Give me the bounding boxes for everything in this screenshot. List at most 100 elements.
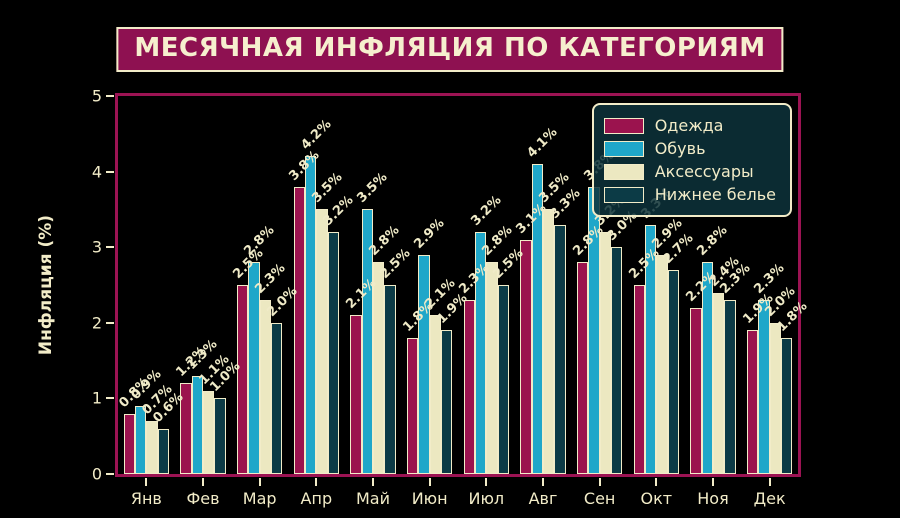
legend-swatch <box>603 163 644 180</box>
x-tick-label: Авг <box>528 489 558 508</box>
x-tick-label: Май <box>355 489 391 508</box>
bar-Аксессуары-Ноя <box>713 292 725 474</box>
bar-value-label: 2.8% <box>694 223 731 260</box>
bar-Нижнее белье-Окт <box>667 269 679 474</box>
x-tick-mark <box>598 478 601 486</box>
bar-Одежда-Июн <box>407 337 419 474</box>
bar-Обувь-Авг <box>531 164 543 474</box>
bar-Обувь-Июн <box>418 254 430 474</box>
legend: Одежда Обувь Аксессуары Нижнее белье <box>591 103 792 217</box>
bar-Аксессуары-Фев <box>203 390 215 474</box>
y-tick-mark <box>106 95 114 97</box>
bar-Одежда-Май <box>350 315 362 474</box>
bar-Аксессуары-Июн <box>429 315 441 474</box>
y-tick-label: 4 <box>91 162 102 182</box>
legend-item-Аксессуары: Аксессуары <box>603 162 776 181</box>
bar-value-label: 3.2% <box>468 192 505 230</box>
bar-Аксессуары-Апр <box>316 209 328 474</box>
legend-item-Обувь: Обувь <box>603 139 776 158</box>
bar-Одежда-Фев <box>180 383 192 474</box>
bars-layer: 0.8% 1.2% 2.5% 3.8% 2.1% 1.8% 2.3% 3.1% 2.8% 2.5%… <box>117 96 810 474</box>
bar-Обувь-Мар <box>248 262 260 474</box>
bar-Нижнее белье-Ноя <box>724 300 736 474</box>
bar-Аксессуары-Окт <box>656 254 668 474</box>
x-tick-label: Мар <box>242 489 277 508</box>
bar-Одежда-Окт <box>633 285 645 474</box>
plot-area: 0.8% 1.2% 2.5% 3.8% 2.1% 1.8% 2.3% 3.1% 2.8% 2.5%… <box>92 87 810 509</box>
bar-Одежда-Июл <box>463 300 475 474</box>
bar-Обувь-Фев <box>191 375 203 474</box>
x-tick-mark <box>372 478 374 486</box>
legend-item-Одежда: Одежда <box>603 116 776 135</box>
bar-Аксессуары-Мар <box>259 300 271 474</box>
bar-value-label: 4.2% <box>298 117 335 154</box>
bar-Нижнее белье-Июл <box>497 285 509 474</box>
x-tick-label: Сен <box>583 489 616 508</box>
bar-Аксессуары-Сен <box>599 232 611 474</box>
x-tick-mark <box>768 478 771 486</box>
x-tick-label: Фев <box>186 489 220 508</box>
bar-Одежда-Ноя <box>690 307 702 474</box>
x-tick-mark <box>542 478 544 486</box>
y-axis-title: Инфляция (%) <box>36 214 56 356</box>
bar-Одежда-Дек <box>747 330 759 474</box>
x-tick-mark <box>655 478 658 486</box>
bar-Нижнее белье-Фев <box>214 398 226 474</box>
bar-Нижнее белье-Сен <box>611 247 623 474</box>
x-tick-label: Окт <box>640 489 673 508</box>
bar-value-label: 4.1% <box>524 124 561 162</box>
x-tick-mark <box>712 478 714 486</box>
bar-Нижнее белье-Май <box>384 285 396 474</box>
bar-Нижнее белье-Мар <box>271 322 283 474</box>
x-tick-label: Апр <box>300 489 333 508</box>
bar-Обувь-Ноя <box>701 262 713 474</box>
bar-value-label: 2.9% <box>411 215 448 252</box>
x-tick-mark <box>315 478 318 486</box>
x-tick-mark <box>485 478 488 486</box>
bar-Нижнее белье-Июн <box>441 330 453 474</box>
x-tick-label: Янв <box>130 489 162 508</box>
legend-swatch <box>603 140 644 157</box>
bar-Обувь-Май <box>361 209 373 474</box>
chart-title-box: МЕСЯЧНАЯ ИНФЛЯЦИЯ ПО КАТЕГОРИЯМ <box>116 27 784 72</box>
bar-Обувь-Дек <box>758 300 770 474</box>
bar-Аксессуары-Май <box>373 262 385 474</box>
bar-Одежда-Янв <box>123 413 135 474</box>
legend-label: Аксессуары <box>654 162 754 181</box>
x-tick-mark <box>202 478 204 486</box>
y-tick-label: 2 <box>91 313 102 333</box>
bar-Обувь-Июл <box>475 232 487 474</box>
bar-Аксессуары-Дек <box>769 322 781 474</box>
bar-Аксессуары-Июл <box>486 262 498 474</box>
y-tick-label: 5 <box>91 86 102 106</box>
bar-Одежда-Мар <box>237 285 249 474</box>
y-tick-label: 0 <box>91 464 102 484</box>
y-tick-label: 1 <box>91 388 102 408</box>
y-tick-mark <box>106 473 114 475</box>
bar-Одежда-Апр <box>293 186 305 474</box>
legend-label: Одежда <box>654 116 724 135</box>
bar-Аксессуары-Авг <box>543 209 555 474</box>
bar-Обувь-Окт <box>645 224 657 474</box>
bar-Аксессуары-Янв <box>146 421 158 474</box>
legend-item-Нижнее белье: Нижнее белье <box>603 185 776 204</box>
bar-Одежда-Авг <box>520 239 532 474</box>
x-tick-mark <box>145 478 148 486</box>
legend-swatch <box>603 117 644 134</box>
bar-Нижнее белье-Авг <box>554 224 566 474</box>
y-tick-mark <box>106 321 114 324</box>
plot-inner: 0.8% 1.2% 2.5% 3.8% 2.1% 1.8% 2.3% 3.1% 2.8% 2.5%… <box>92 87 810 509</box>
x-tick-mark <box>258 478 261 486</box>
y-tick-mark <box>106 246 114 249</box>
legend-label: Обувь <box>654 139 706 158</box>
x-tick-mark <box>428 478 431 486</box>
x-tick-label: Июн <box>411 489 448 508</box>
legend-swatch <box>603 186 644 203</box>
y-tick-mark <box>106 170 114 173</box>
bar-Одежда-Сен <box>577 262 589 474</box>
chart-title: МЕСЯЧНАЯ ИНФЛЯЦИЯ ПО КАТЕГОРИЯМ <box>134 33 766 63</box>
bar-Нижнее белье-Янв <box>157 428 169 474</box>
legend-label: Нижнее белье <box>654 185 776 204</box>
y-tick-label: 3 <box>91 237 102 257</box>
